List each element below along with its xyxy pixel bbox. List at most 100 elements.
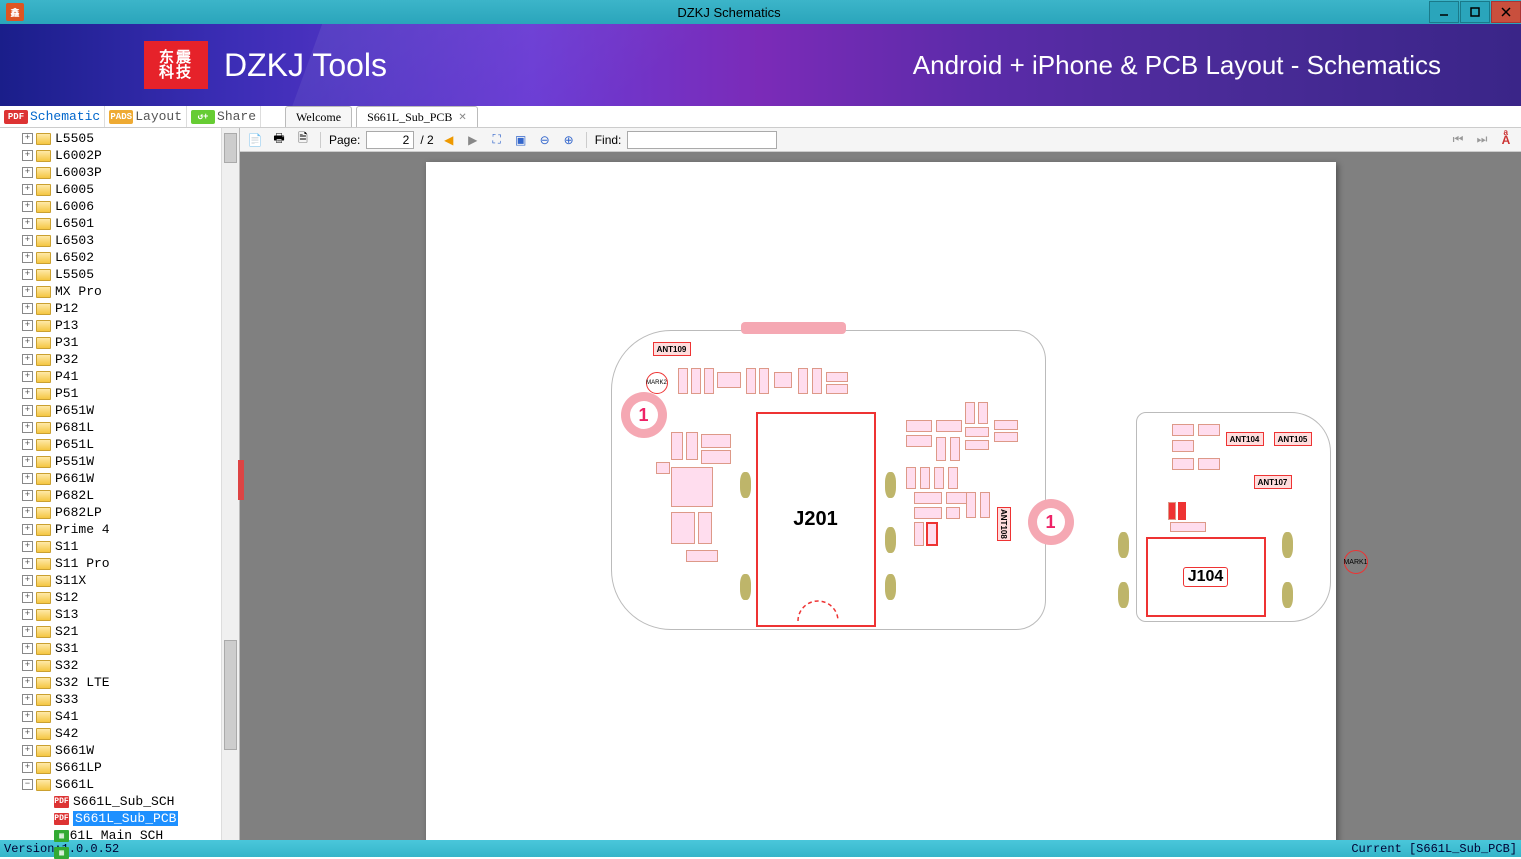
tree-folder[interactable]: +S21	[2, 623, 221, 640]
minimize-button[interactable]	[1429, 1, 1459, 23]
tree-folder[interactable]: +P51	[2, 385, 221, 402]
tree-folder[interactable]: +L6006	[2, 198, 221, 215]
expand-icon[interactable]: +	[22, 728, 33, 739]
expand-icon[interactable]: +	[22, 286, 33, 297]
tree-folder[interactable]: +L6502	[2, 249, 221, 266]
close-tab-icon[interactable]: ✕	[458, 112, 466, 123]
viewer-canvas[interactable]: 1 1 J201 J104 ANT109 ANT104 ANT105	[240, 152, 1521, 840]
collapse-icon[interactable]: −	[22, 779, 33, 790]
tree-folder[interactable]: +L6501	[2, 215, 221, 232]
expand-icon[interactable]: +	[22, 575, 33, 586]
tree-folder[interactable]: +S41	[2, 708, 221, 725]
tree-file[interactable]: PDFS661L_Sub_PCB	[2, 810, 221, 827]
tree-folder[interactable]: +L5505	[2, 130, 221, 147]
tree-folder[interactable]: +S33	[2, 691, 221, 708]
tree-folder-open[interactable]: −S661L	[2, 776, 221, 793]
expand-icon[interactable]: +	[22, 184, 33, 195]
tree-folder[interactable]: +Prime 4	[2, 521, 221, 538]
expand-icon[interactable]: +	[22, 337, 33, 348]
tree-folder[interactable]: +P13	[2, 317, 221, 334]
expand-icon[interactable]: +	[22, 592, 33, 603]
scroll-thumb[interactable]	[224, 640, 237, 750]
fit-width-button[interactable]: ⛶	[488, 131, 506, 149]
expand-icon[interactable]: +	[22, 558, 33, 569]
tab-schematic[interactable]: PDF Schematic	[0, 106, 105, 127]
tree-folder[interactable]: +S12	[2, 589, 221, 606]
expand-icon[interactable]: +	[22, 235, 33, 246]
tree-scrollbar[interactable]	[221, 128, 239, 840]
expand-icon[interactable]: +	[22, 762, 33, 773]
expand-icon[interactable]: +	[22, 626, 33, 637]
tree-folder[interactable]: +S11X	[2, 572, 221, 589]
tree-folder[interactable]: +S32 LTE	[2, 674, 221, 691]
tree-folder[interactable]: +P551W	[2, 453, 221, 470]
fit-page-button[interactable]: ▣	[512, 131, 530, 149]
tree-folder[interactable]: +MX Pro	[2, 283, 221, 300]
expand-icon[interactable]: +	[22, 609, 33, 620]
page-input[interactable]	[366, 131, 414, 149]
tree-folder[interactable]: +S661W	[2, 742, 221, 759]
tab-share[interactable]: ↺+ Share	[187, 106, 261, 127]
doc-tab[interactable]: S661L_Sub_PCB✕	[356, 106, 478, 127]
split-handle[interactable]	[238, 460, 244, 500]
tree-folder[interactable]: +S42	[2, 725, 221, 742]
next-page-button[interactable]: ▶	[464, 131, 482, 149]
tree-folder[interactable]: +P41	[2, 368, 221, 385]
tree-file[interactable]: PDFS661L_Sub_SCH	[2, 793, 221, 810]
export-button[interactable]: 🗎	[294, 131, 312, 149]
expand-icon[interactable]: +	[22, 133, 33, 144]
maximize-button[interactable]	[1460, 1, 1490, 23]
expand-icon[interactable]: +	[22, 371, 33, 382]
expand-icon[interactable]: +	[22, 269, 33, 280]
expand-icon[interactable]: +	[22, 422, 33, 433]
expand-icon[interactable]: +	[22, 473, 33, 484]
close-button[interactable]	[1491, 1, 1521, 23]
tree-folder[interactable]: +P32	[2, 351, 221, 368]
expand-icon[interactable]: +	[22, 677, 33, 688]
expand-icon[interactable]: +	[22, 711, 33, 722]
expand-icon[interactable]: +	[22, 490, 33, 501]
tree-folder[interactable]: +S32	[2, 657, 221, 674]
prev-page-button[interactable]: ◀	[440, 131, 458, 149]
zoom-out-button[interactable]: ⊖	[536, 131, 554, 149]
expand-icon[interactable]: +	[22, 456, 33, 467]
tree-file[interactable]: ▦S661L_Main_SCH	[2, 827, 221, 840]
doc-tab[interactable]: Welcome	[285, 106, 352, 127]
tree-folder[interactable]: +L5505	[2, 266, 221, 283]
tree-folder[interactable]: +S11	[2, 538, 221, 555]
expand-icon[interactable]: +	[22, 354, 33, 365]
tree-folder[interactable]: +P651W	[2, 402, 221, 419]
tree-folder[interactable]: +P682L	[2, 487, 221, 504]
tree-folder[interactable]: +S13	[2, 606, 221, 623]
expand-icon[interactable]: +	[22, 439, 33, 450]
expand-icon[interactable]: +	[22, 303, 33, 314]
expand-icon[interactable]: +	[22, 643, 33, 654]
find-next-button[interactable]: ⏭	[1473, 131, 1491, 149]
scroll-thumb[interactable]	[224, 133, 237, 163]
expand-icon[interactable]: +	[22, 320, 33, 331]
expand-icon[interactable]: +	[22, 524, 33, 535]
zoom-in-button[interactable]: ⊕	[560, 131, 578, 149]
expand-icon[interactable]: +	[22, 201, 33, 212]
file-tree[interactable]: +L5505+L6002P+L6003P+L6005+L6006+L6501+L…	[0, 128, 221, 840]
tab-layout[interactable]: PADS Layout	[105, 106, 187, 127]
expand-icon[interactable]: +	[22, 218, 33, 229]
expand-icon[interactable]: +	[22, 167, 33, 178]
expand-icon[interactable]: +	[22, 150, 33, 161]
tree-folder[interactable]: +P682LP	[2, 504, 221, 521]
expand-icon[interactable]: +	[22, 745, 33, 756]
text-tool-button[interactable]: Aͣ	[1497, 131, 1515, 149]
expand-icon[interactable]: +	[22, 252, 33, 263]
tree-folder[interactable]: +P681L	[2, 419, 221, 436]
tree-folder[interactable]: +P651L	[2, 436, 221, 453]
tree-folder[interactable]: +P31	[2, 334, 221, 351]
tree-folder[interactable]: +L6005	[2, 181, 221, 198]
expand-icon[interactable]: +	[22, 660, 33, 671]
tree-folder[interactable]: +L6002P	[2, 147, 221, 164]
tree-folder[interactable]: +S11 Pro	[2, 555, 221, 572]
tree-folder[interactable]: +P661W	[2, 470, 221, 487]
expand-icon[interactable]: +	[22, 541, 33, 552]
tree-folder[interactable]: +S661LP	[2, 759, 221, 776]
tree-folder[interactable]: +P12	[2, 300, 221, 317]
expand-icon[interactable]: +	[22, 388, 33, 399]
